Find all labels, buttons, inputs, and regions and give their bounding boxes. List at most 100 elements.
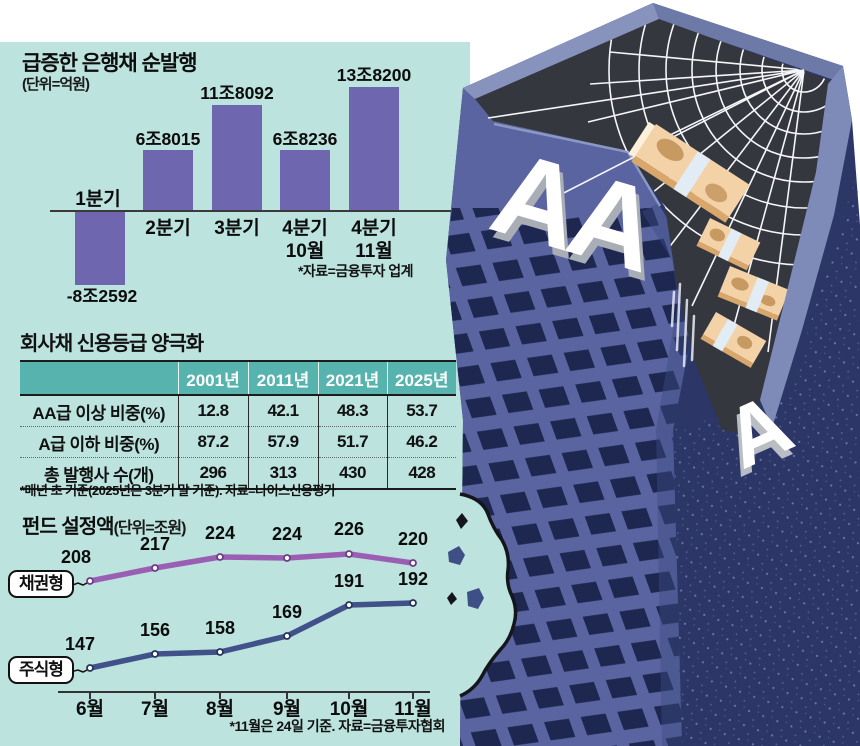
table-row: AA급 이상 비중(%) 12.8 42.1 48.3 53.7 [20, 395, 456, 427]
fund-chart-unit: (단위=조원) [113, 520, 187, 537]
cell: 12.8 [177, 395, 248, 427]
legend-bond-fund: 채권형 [8, 570, 74, 598]
credit-table-footnote: *매년 초 기준(2025년은 3분기 말 기준). 자료=나이스신용평가 [20, 483, 336, 498]
month-5: 11월 [394, 698, 432, 720]
equity-value-1: 156 [140, 620, 170, 640]
credit-table-title: 회사채 신용등급 양극화 [20, 333, 204, 355]
legend-equity-fund: 주식형 [8, 656, 74, 684]
cell: 51.7 [317, 426, 387, 458]
header-2001: 2001년 [177, 361, 248, 396]
money-bundle [628, 121, 750, 223]
cell: 296 [177, 457, 248, 489]
cell: 46.2 [386, 426, 456, 458]
equity-value-3: 169 [272, 602, 302, 622]
fund-chart-title: 펀드 설정액 [22, 516, 115, 538]
header-2011: 2011년 [247, 361, 318, 396]
equity-value-0: 147 [65, 634, 95, 654]
fund-chart-source: *11월은 24일 기준. 자료=금융투자협회 [229, 718, 446, 734]
bar-q3 [212, 105, 262, 211]
bite-edge [459, 492, 518, 698]
crumble-streaks [670, 282, 696, 368]
bond-value-4: 226 [334, 519, 364, 539]
cell: 48.3 [317, 395, 387, 427]
bar-q4-nov [349, 87, 399, 211]
bank-bond-bar-chart: -8조2592 6조8015 11조8092 6조8236 13조8200 1분… [50, 65, 462, 306]
money-bundle [696, 218, 761, 271]
month-0: 6월 [76, 698, 104, 720]
equity-value-4: 191 [334, 571, 364, 591]
cell: 53.7 [386, 395, 456, 427]
bond-value-2: 224 [205, 523, 235, 543]
cell: 428 [386, 457, 456, 489]
equity-fund-line [87, 600, 416, 671]
debris-fragment [467, 588, 484, 609]
cell: 313 [247, 457, 318, 489]
fund-chart-title-row: 펀드 설정액(단위=조원) [22, 510, 187, 539]
debris-fragment [447, 592, 457, 605]
month-4: 10월 [330, 698, 369, 720]
bar-cat-q3: 3분기 [214, 217, 260, 239]
bond-value-labels: 208 217 224 224 226 220 [61, 519, 428, 567]
front-top-edge [493, 122, 662, 207]
bar-q2 [143, 150, 193, 211]
cell: 430 [317, 457, 387, 489]
table-row: A급 이하 비중(%) 87.2 57.9 51.7 46.2 [20, 426, 456, 458]
equity-line-markers [86, 599, 417, 672]
bar-cat-q2: 2분기 [145, 217, 191, 239]
bond-fund-line [87, 551, 416, 584]
bar-value-q4-oct: 6조8236 [273, 129, 338, 149]
table-row: 총 발행사 수(개) 296 313 430 428 [20, 457, 456, 489]
month-2: 8월 [206, 698, 234, 720]
money-bundle [700, 312, 767, 368]
month-3: 9월 [273, 698, 301, 720]
debris-fragment [448, 546, 465, 565]
month-labels: 6월 7월 8월 9월 10월 11월 [76, 698, 432, 720]
bond-value-5: 220 [398, 529, 428, 549]
bar-value-q1: -8조2592 [67, 286, 138, 306]
bond-value-3: 224 [272, 524, 302, 544]
building-side-speckle [674, 168, 860, 746]
header-blank [20, 361, 178, 396]
bank-bond-chart-unit: (단위=억원) [22, 76, 90, 93]
header-2025: 2025년 [386, 361, 456, 396]
axis-ticks [89, 692, 414, 699]
bond-label-connector [69, 581, 90, 587]
bar-value-q2: 6조8015 [136, 129, 201, 149]
equity-label-connector [69, 668, 90, 673]
row-label: A급 이하 비중(%) [20, 426, 178, 458]
bar-cat-q1: 1분기 [75, 188, 121, 210]
building-illustration: AA AA A A [430, 3, 860, 746]
bar-q4-oct [280, 150, 330, 211]
bond-line-markers [86, 550, 417, 585]
bond-value-0: 208 [61, 547, 91, 567]
roof-rim-right [653, 3, 843, 80]
bar-cat-q4-nov-1: 4분기 [351, 217, 397, 239]
aa-sign: AA AA [479, 126, 675, 306]
row-label: AA급 이상 비중(%) [32, 403, 166, 423]
money-bundle [717, 266, 790, 321]
bank-bond-chart-title: 급증한 은행채 순발행 [22, 52, 198, 75]
bar-cat-q4-oct-1: 4분기 [282, 217, 328, 239]
debris-fragment [456, 513, 468, 529]
cell: 57.9 [247, 426, 318, 458]
bar-value-q4-nov: 13조8200 [337, 65, 412, 85]
equity-value-labels: 147 156 158 169 191 192 [65, 569, 428, 654]
bar-q1 [75, 211, 125, 285]
bank-bond-chart-source: *자료=금융투자 업계 [297, 263, 414, 279]
month-1: 7월 [141, 698, 169, 720]
bar-value-q3: 11조8092 [200, 83, 274, 103]
bar-category-labels: 1분기 2분기 3분기 4분기 10월 4분기 11월 [75, 188, 397, 262]
row-label: 총 발행사 수(개) [20, 457, 178, 489]
bar-value-labels: -8조2592 6조8015 11조8092 6조8236 13조8200 [67, 65, 412, 306]
bar-cat-q4-oct-2: 10월 [286, 240, 325, 262]
crumbled-bite [430, 492, 518, 698]
header-2021: 2021년 [317, 361, 387, 396]
equity-value-5: 192 [398, 569, 428, 589]
rim-band-right [760, 66, 852, 428]
bar-series [75, 87, 399, 285]
credit-rating-table: 2001년 2011년 2021년 2025년 AA급 이상 비중(%) 12.… [20, 360, 456, 490]
fund-line-chart: 208 217 224 224 226 220 147 156 158 169 … [58, 519, 448, 720]
bond-value-1: 217 [140, 534, 170, 554]
bar-cat-q4-nov-2: 11월 [355, 240, 393, 262]
